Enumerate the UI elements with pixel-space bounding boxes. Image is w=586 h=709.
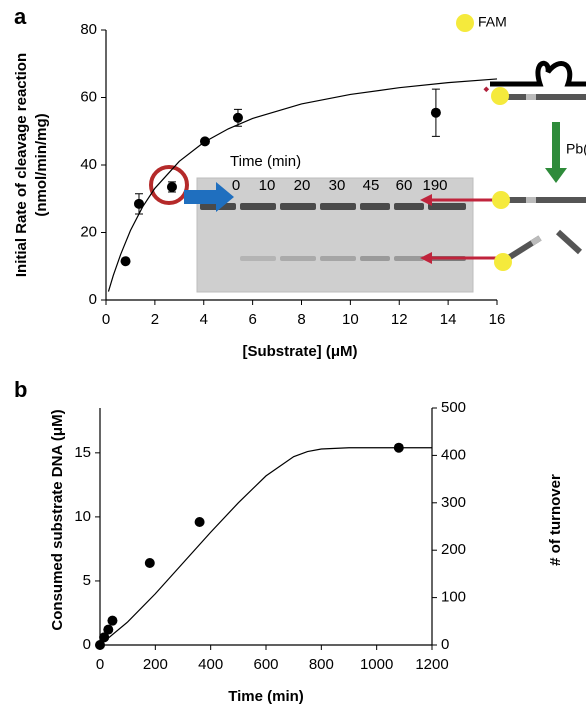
y-tick-label: 5 [83, 572, 91, 589]
x-tick-label: 8 [297, 311, 305, 328]
gel-lane-label: 10 [259, 177, 276, 194]
legend-label: FAM [478, 14, 507, 30]
x-tick-label: 14 [440, 311, 457, 328]
y2-tick-label: 200 [441, 541, 466, 558]
y2-tick-label: 500 [441, 399, 466, 416]
x-tick-label: 800 [309, 656, 334, 673]
x-tick-label: 0 [102, 311, 110, 328]
x-tick-label: 6 [248, 311, 256, 328]
x-tick-label: 400 [198, 656, 223, 673]
dna-icons [456, 14, 586, 271]
y2-tick-label: 0 [441, 636, 449, 653]
annotation: Pb(II) [566, 141, 586, 157]
data-point [107, 615, 118, 626]
data-point [430, 107, 441, 118]
highlight-circle [149, 165, 189, 205]
y-axis-label: Initial Rate of cleavage reaction [13, 53, 30, 277]
y-tick-label: 80 [80, 21, 97, 38]
y-tick-label: 15 [74, 444, 91, 461]
x-tick-label: 600 [253, 656, 278, 673]
y-tick-label: 60 [80, 88, 97, 105]
gel-lane-label: 0 [232, 177, 240, 194]
red-arrows [420, 194, 496, 264]
x-axis-label: [Substrate] (μM) [242, 343, 357, 360]
gel-lane-label: 190 [422, 177, 447, 194]
y-tick-label: 20 [80, 223, 97, 240]
x-axis-label: Time (min) [228, 688, 304, 705]
data-point [166, 181, 177, 192]
data-point [144, 558, 155, 569]
y2-tick-label: 100 [441, 589, 466, 606]
y-tick-label: 0 [89, 291, 97, 308]
y-axis-label: Consumed substrate DNA (μM) [49, 409, 66, 630]
x-tick-label: 1200 [415, 656, 448, 673]
y-tick-label: 40 [80, 156, 97, 173]
data-point [120, 256, 131, 267]
data-point [232, 112, 243, 123]
x-tick-label: 16 [489, 311, 506, 328]
panel-label: b [14, 377, 27, 402]
y-tick-label: 10 [74, 508, 91, 525]
green-arrow [545, 122, 567, 183]
panel-label: a [14, 4, 27, 29]
data-point [103, 624, 114, 635]
data-point [194, 517, 205, 528]
x-tick-label: 4 [200, 311, 208, 328]
gel-lane-label: 20 [294, 177, 311, 194]
x-tick-label: 10 [342, 311, 359, 328]
y2-tick-label: 300 [441, 494, 466, 511]
blue-arrow [184, 182, 234, 212]
y-tick-label: 0 [83, 636, 91, 653]
y2-tick-label: 400 [441, 446, 466, 463]
fit-line [99, 447, 432, 646]
gel-lane-label: 30 [329, 177, 346, 194]
x-tick-label: 1000 [360, 656, 393, 673]
gel-lane-label: 45 [363, 177, 380, 194]
x-tick-label: 12 [391, 311, 408, 328]
y-axis-label: (nmol/min/mg) [33, 113, 50, 216]
y2-axis-label: # of turnover [547, 474, 564, 566]
fit-line [107, 78, 498, 292]
gel-title: Time (min) [230, 153, 301, 170]
x-tick-label: 200 [143, 656, 168, 673]
gel-lane-label: 60 [396, 177, 413, 194]
data-point [133, 198, 144, 209]
x-tick-label: 2 [151, 311, 159, 328]
x-tick-label: 0 [96, 656, 104, 673]
